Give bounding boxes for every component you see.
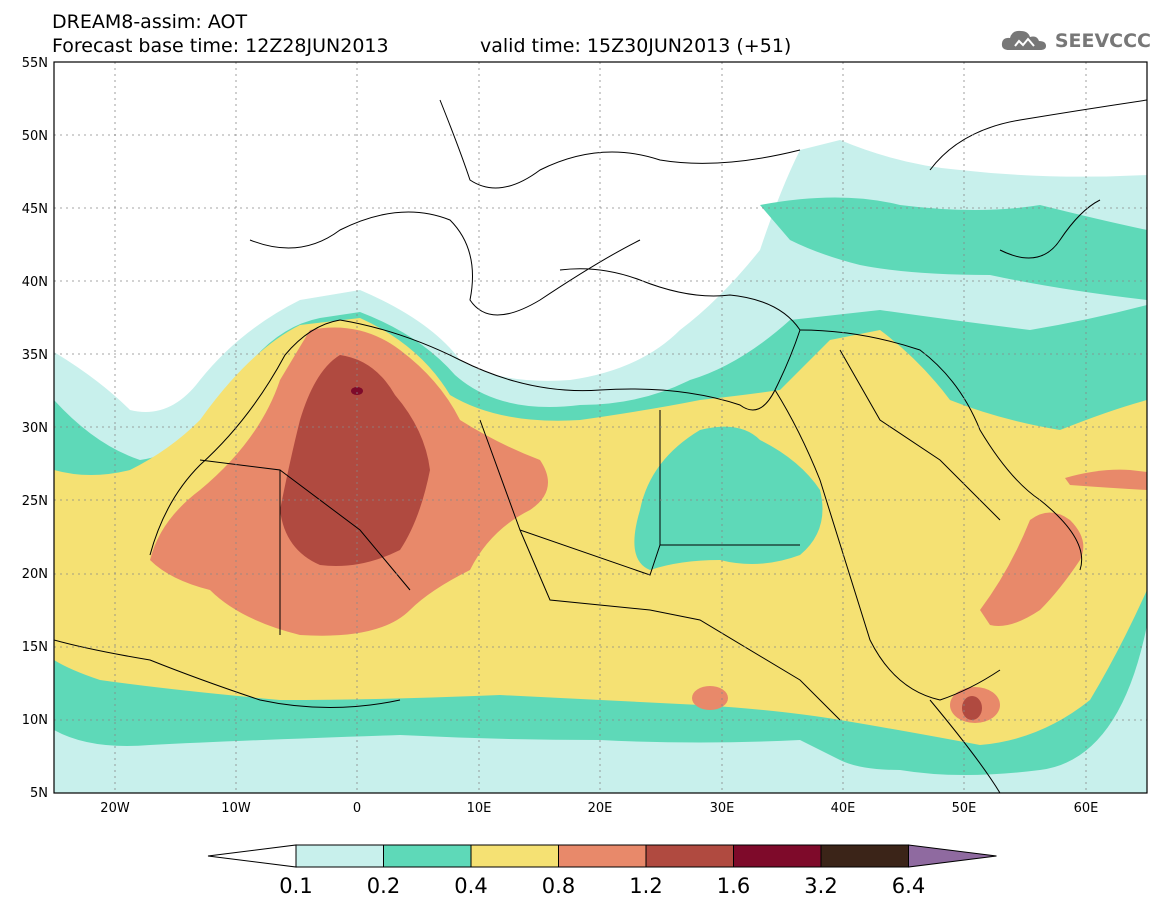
colorbar-swatch <box>295 844 384 868</box>
aot-band-0.2b <box>760 197 1147 300</box>
lon-tick-label: 40E <box>831 801 856 816</box>
colorbar-label: 6.4 <box>892 874 925 898</box>
graticule <box>54 62 1147 793</box>
latitude-labels: 5N 10N 15N 20N 25N 30N 35N 40N 45N 50N 5… <box>22 56 48 801</box>
lat-tick-label: 35N <box>22 348 48 363</box>
lon-tick-label: 30E <box>710 801 735 816</box>
colorbar-label: 0.1 <box>279 874 312 898</box>
lat-tick-label: 5N <box>30 786 48 801</box>
lat-tick-label: 15N <box>22 640 48 655</box>
colorbar-over-arrow <box>908 844 997 868</box>
lat-tick-label: 50N <box>22 129 48 144</box>
logo-text: SEEVCCC <box>1054 30 1151 52</box>
colorbar-label: 0.4 <box>454 874 487 898</box>
lat-tick-label: 45N <box>22 202 48 217</box>
colorbar-swatch <box>470 844 559 868</box>
lon-tick-label: 10W <box>221 801 251 816</box>
lon-tick-label: 20E <box>588 801 613 816</box>
coastlines <box>54 99 1147 793</box>
aot-field <box>54 62 1147 793</box>
colorbar-swatch <box>383 844 472 868</box>
lat-tick-label: 10N <box>22 713 48 728</box>
lon-tick-label: 50E <box>952 801 977 816</box>
aot-band-0.2c <box>634 426 823 570</box>
colorbar: 0.1 0.2 0.4 0.8 1.2 1.6 3.2 6.4 <box>207 844 997 898</box>
lat-tick-label: 55N <box>22 56 48 71</box>
plot-title: DREAM8-assim: AOT <box>52 11 248 33</box>
lon-tick-label: 60E <box>1074 801 1099 816</box>
lat-tick-label: 25N <box>22 494 48 509</box>
aot-band-0.8c <box>692 686 728 710</box>
aot-band-0.8b <box>980 512 1084 626</box>
colorbar-under-arrow <box>207 844 297 868</box>
lon-tick-label: 0 <box>353 801 361 816</box>
map-frame <box>53 61 1148 794</box>
colorbar-swatch <box>645 844 734 868</box>
seevccc-logo: SEEVCCC <box>999 26 1151 56</box>
colorbar-swatch <box>733 844 822 868</box>
colorbar-label: 0.8 <box>542 874 575 898</box>
forecast-base-time: Forecast base time: 12Z28JUN2013 <box>52 35 389 57</box>
colorbar-label: 3.2 <box>804 874 837 898</box>
colorbar-swatch <box>820 844 909 868</box>
colorbar-label: 1.2 <box>629 874 662 898</box>
aot-band-1.2b <box>962 696 982 720</box>
aot-band-0.8d <box>1065 469 1147 490</box>
longitude-labels: 20W 10W 0 10E 20E 30E 40E 50E 60E <box>100 801 1098 816</box>
lat-tick-label: 20N <box>22 567 48 582</box>
aot-band-1.6 <box>351 387 363 395</box>
colorbar-swatch <box>558 844 647 868</box>
lat-tick-label: 30N <box>22 421 48 436</box>
valid-time: valid time: 15Z30JUN2013 (+51) <box>480 35 792 57</box>
lon-tick-label: 20W <box>100 801 130 816</box>
lat-tick-label: 40N <box>22 275 48 290</box>
cloud-icon <box>1001 30 1046 50</box>
lon-tick-label: 10E <box>467 801 492 816</box>
colorbar-label: 0.2 <box>367 874 400 898</box>
aot-band-1.2 <box>280 355 430 566</box>
colorbar-label: 1.6 <box>717 874 750 898</box>
